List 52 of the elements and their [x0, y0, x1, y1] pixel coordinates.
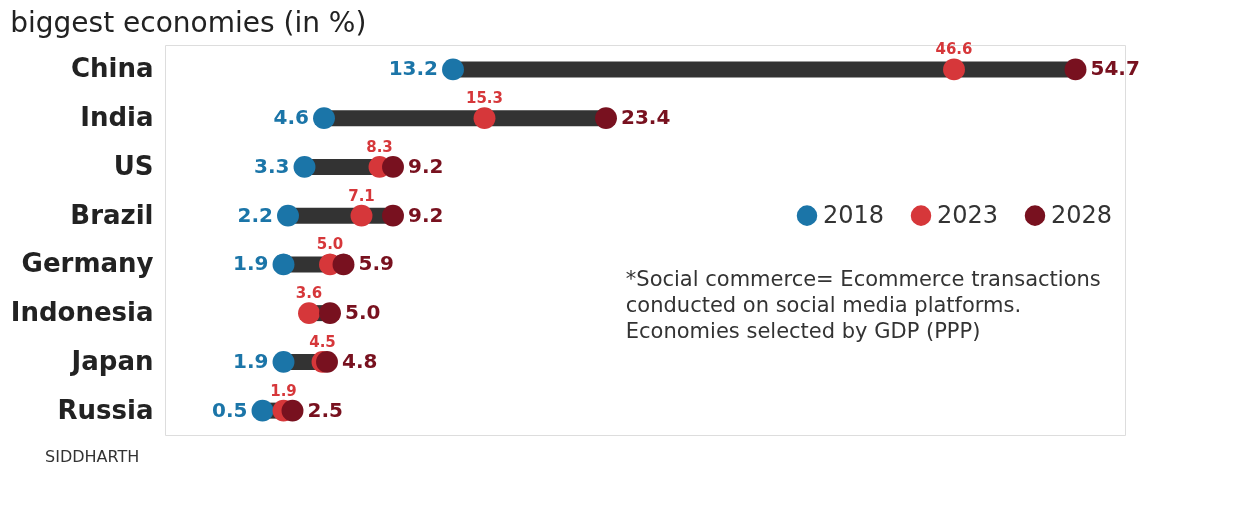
data-label: 23.4 — [621, 105, 671, 130]
data-label: 5.0 — [345, 300, 381, 325]
data-label: 0.5 — [212, 397, 248, 422]
point — [382, 155, 404, 178]
point — [473, 107, 496, 130]
y-tick-label: Russia — [57, 394, 154, 425]
y-tick-label: US — [113, 150, 154, 181]
legend-label: 2018 — [823, 200, 885, 229]
data-label: 1.9 — [270, 381, 297, 400]
point — [316, 350, 338, 373]
data-label: 46.6 — [935, 40, 973, 59]
legend-label: 2023 — [937, 200, 999, 229]
point — [272, 350, 295, 373]
data-label: 4.6 — [273, 105, 309, 130]
legend-label: 2028 — [1051, 200, 1113, 229]
chart-title: biggest economies (in %) — [10, 6, 367, 40]
point — [272, 253, 295, 276]
point — [332, 253, 355, 276]
y-tick-label: Japan — [69, 345, 154, 376]
data-label: 4.8 — [342, 348, 378, 373]
data-label: 1.9 — [233, 348, 269, 373]
point — [313, 107, 335, 130]
point — [350, 204, 373, 227]
data-label: 1.9 — [233, 251, 269, 276]
point — [1064, 58, 1087, 81]
y-tick-label: India — [80, 102, 154, 133]
text: SIDDHARTH — [45, 447, 140, 466]
data-label: 9.2 — [408, 202, 444, 227]
y-tick-label: Germany — [21, 248, 154, 279]
point — [943, 58, 965, 81]
annotation: *Social commerce= Ecommerce transactions conducted on social media platforms. Economies selected by GDP (PPP) — [625, 267, 1101, 344]
data-label: 3.6 — [295, 284, 323, 303]
y-tick-label: Indonesia — [10, 297, 154, 328]
y-tick-label: China — [70, 53, 154, 84]
data-label: 15.3 — [465, 89, 504, 108]
point — [382, 204, 404, 227]
data-label: 5.0 — [316, 235, 344, 254]
data-label: 3.3 — [254, 153, 290, 178]
data-label: 5.9 — [358, 251, 394, 276]
data-label: 4.5 — [309, 332, 336, 351]
data-label: 8.3 — [366, 137, 393, 156]
data-label: 7.1 — [348, 186, 375, 205]
point — [595, 107, 617, 130]
data-label: 13.2 — [388, 56, 438, 81]
data-label: 2.2 — [237, 202, 273, 227]
y-tick-label: Brazil — [70, 199, 154, 230]
point — [293, 155, 316, 178]
data-label: 9.2 — [408, 153, 444, 178]
data-label: 2.5 — [307, 397, 343, 422]
point — [277, 204, 299, 227]
point — [442, 58, 464, 81]
data-label: 54.7 — [1090, 56, 1140, 81]
